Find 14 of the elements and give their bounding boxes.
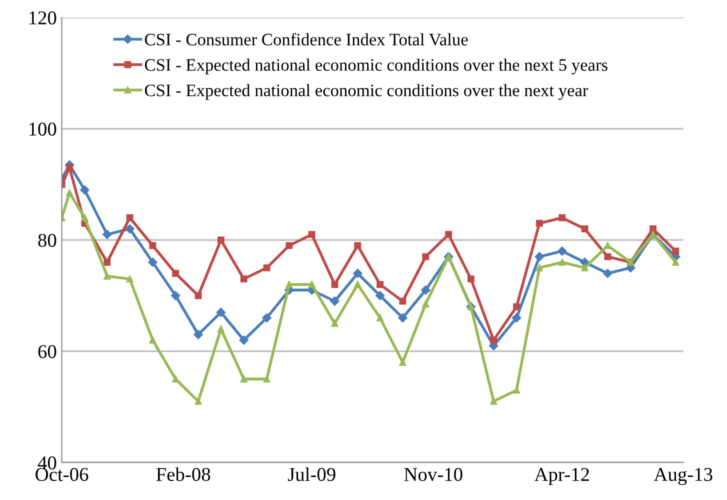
y-tick-label: 60 bbox=[38, 345, 56, 358]
x-tick-label: Oct-06 bbox=[36, 468, 88, 482]
x-tick-label: Jul-09 bbox=[288, 467, 336, 482]
x-tick-label: Feb-08 bbox=[156, 467, 210, 482]
x-tick-label: Apr-12 bbox=[534, 468, 589, 485]
y-tick-label: 120 bbox=[29, 11, 56, 24]
y-tick-label: 80 bbox=[38, 234, 56, 247]
legend-label: CSI - Expected national economic conditions over the next year bbox=[144, 84, 588, 100]
y-tick-label: 40 bbox=[38, 456, 56, 470]
y-tick-label: 100 bbox=[29, 122, 56, 136]
legend-label: CSI - Consumer Confidence Index Total Value bbox=[144, 33, 468, 46]
x-tick-label: Nov-10 bbox=[404, 468, 462, 482]
x-tick-label: Aug-13 bbox=[654, 468, 712, 485]
legend-label: CSI - Expected national economic conditions over the next 5 years bbox=[144, 58, 608, 74]
